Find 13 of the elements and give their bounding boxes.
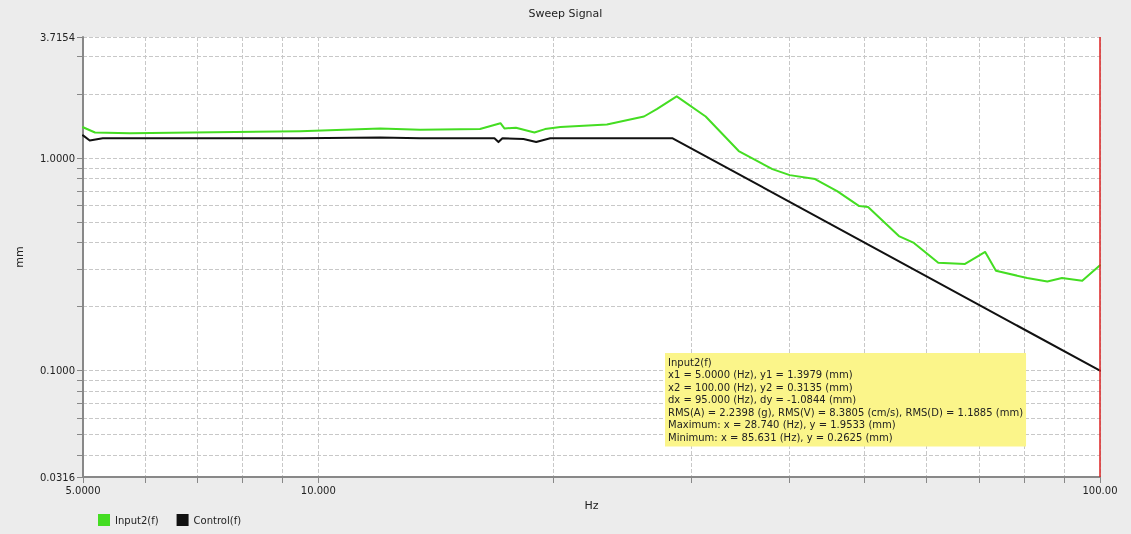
x-axis-title: Hz <box>584 498 599 512</box>
annotation: Input2(f) x1 = 5.0000 (Hz), y1 = 1.3979 (mm) x2 = 100.00 (Hz), y2 = 0.3135 (mm) dx = 95.000 (Hz), dy = -1.0844 (mm) RMS(A) = 2.2398 (g), RMS(V) = 8.3805 (cm/s), RMS(D) = 1.1885 (mm) Maximum: x = 28.740 (Hz), y = 1.9533 (mm) Minimum: x = 85.631 (Hz), y = 0.2625 (mm) <box>668 356 1024 443</box>
x-tick-label: 10.000 <box>300 484 336 496</box>
y-tick-label: 0.1000 <box>40 365 75 377</box>
legend-label: Input2(f) <box>115 514 159 526</box>
legend-label: Control(f) <box>193 514 242 526</box>
x-tick-label: 5.0000 <box>65 484 101 496</box>
y-axis-title: mm <box>13 246 26 268</box>
y-tick-label: 3.7154 <box>40 31 75 43</box>
chart-title: Sweep Signal <box>528 7 603 20</box>
y-tick-label: 0.0316 <box>40 471 75 483</box>
x-tick-label: 100.00 <box>1082 484 1118 496</box>
y-tick-label: 1.0000 <box>40 152 75 164</box>
